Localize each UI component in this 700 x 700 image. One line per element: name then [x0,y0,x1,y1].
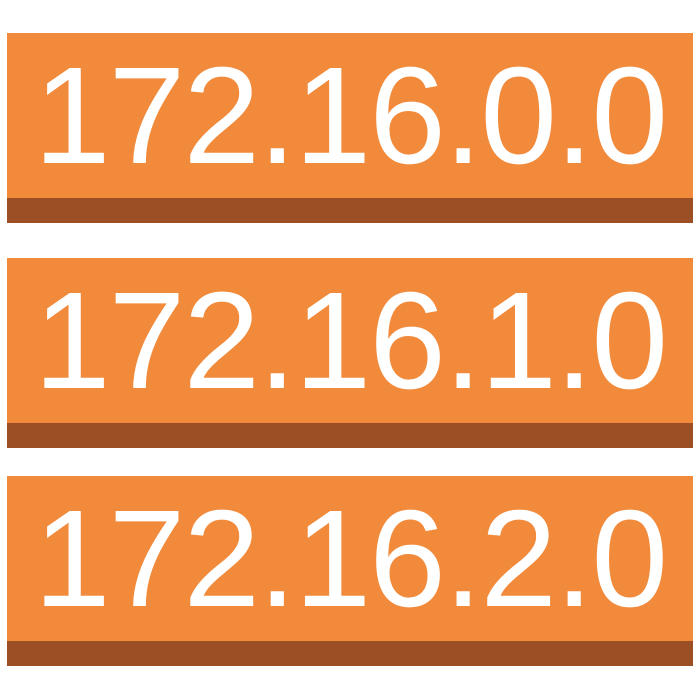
address-tile: 172.16.0.0 [7,33,693,223]
address-label: 172.16.0.0 [33,38,668,193]
address-label: 172.16.2.0 [33,481,668,636]
tile-shadow-bar [7,641,693,666]
address-tile: 172.16.1.0 [7,258,693,448]
tile-shadow-bar [7,423,693,448]
tile-shadow-bar [7,198,693,223]
address-label: 172.16.1.0 [33,263,668,418]
address-tile: 172.16.2.0 [7,476,693,666]
